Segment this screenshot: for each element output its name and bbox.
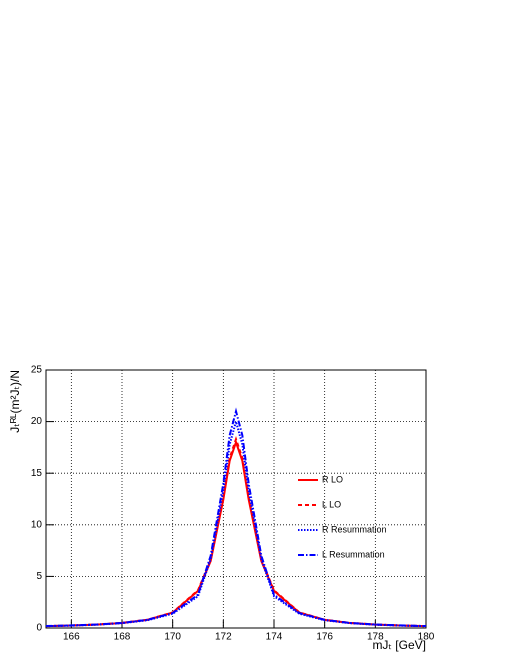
y-tick-label: 15 bbox=[31, 468, 43, 479]
x-tick-label: 178 bbox=[367, 632, 384, 643]
legend-label: L LO bbox=[322, 499, 341, 509]
x-tick-label: 174 bbox=[266, 632, 283, 643]
x-axis-label: mJₜ [GeV] bbox=[372, 638, 426, 652]
x-tick-label: 176 bbox=[316, 632, 333, 643]
y-tick-label: 20 bbox=[31, 416, 43, 427]
x-tick-label: 170 bbox=[164, 632, 181, 643]
legend-label: R Resummation bbox=[322, 524, 387, 534]
y-tick-label: 5 bbox=[36, 571, 42, 582]
legend-label: L Resummation bbox=[322, 549, 385, 559]
y-tick-label: 10 bbox=[31, 519, 43, 530]
x-tick-label: 168 bbox=[114, 632, 131, 643]
x-tick-label: 172 bbox=[215, 632, 232, 643]
legend-label: R LO bbox=[322, 474, 343, 484]
x-tick-label: 166 bbox=[63, 632, 80, 643]
y-tick-label: 25 bbox=[31, 365, 43, 376]
y-tick-label: 0 bbox=[36, 623, 42, 634]
data-line bbox=[45, 407, 427, 628]
x-tick-label: 180 bbox=[418, 632, 435, 643]
y-axis-label: Jₜᴿᴸ(m²Jₜ)/N bbox=[8, 370, 22, 433]
